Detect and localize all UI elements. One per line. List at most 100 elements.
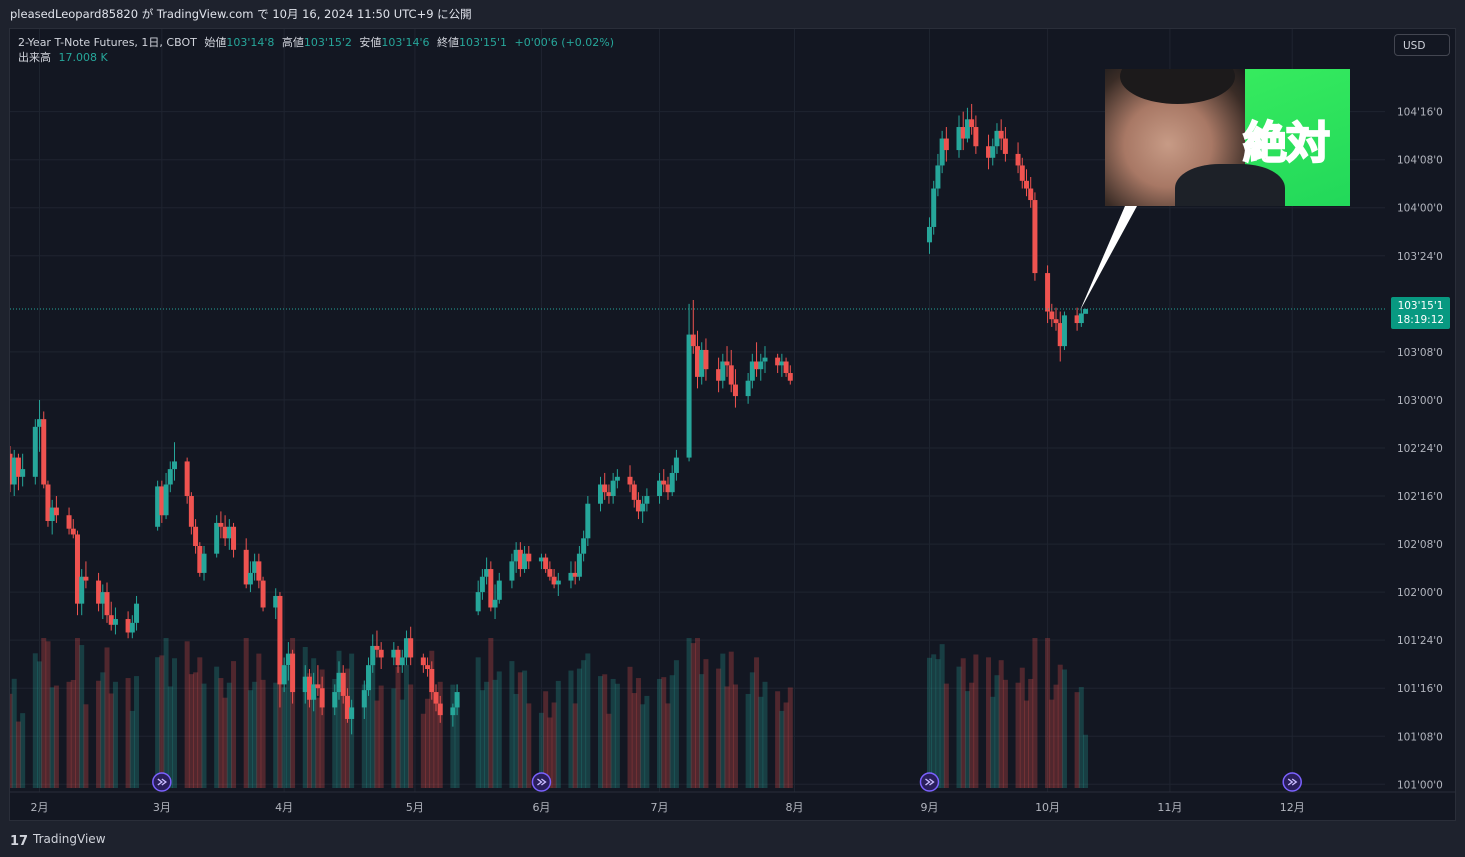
candle-body xyxy=(1023,180,1029,189)
volume-bar xyxy=(125,678,131,788)
candle-body xyxy=(155,486,161,527)
candle-body xyxy=(732,384,738,397)
volume-bar xyxy=(306,673,312,788)
footer-brand[interactable]: TradingView xyxy=(33,832,106,846)
volume-bar xyxy=(231,661,237,788)
candle-body xyxy=(243,549,249,585)
candle-body xyxy=(543,557,549,570)
y-tick-label: 101'16'0 xyxy=(1397,683,1443,695)
volume-bar xyxy=(290,638,296,788)
candle-body xyxy=(1032,200,1038,274)
footer: 17 TradingView xyxy=(0,825,1465,857)
volume-bar xyxy=(644,695,650,788)
event-marker-icon[interactable] xyxy=(1282,772,1302,792)
candle-body xyxy=(361,690,367,708)
volume-bar xyxy=(513,693,519,788)
event-marker-icon[interactable] xyxy=(919,772,940,792)
candle-body xyxy=(129,622,135,633)
chart-panel[interactable]: 101'00'0 101'08'0 101'16'0 101'24'0 102'00'0… xyxy=(9,28,1456,821)
volume-bar xyxy=(526,703,532,788)
volume-bar xyxy=(184,641,190,788)
candle-body xyxy=(602,484,608,493)
volume-bar xyxy=(699,674,705,788)
candle-body xyxy=(319,688,325,708)
volume-bar xyxy=(576,668,582,788)
candle-body xyxy=(522,553,528,570)
candle-body xyxy=(762,357,768,362)
volume-bar xyxy=(488,638,494,788)
candle-body xyxy=(159,486,165,516)
volume-bar xyxy=(775,691,781,788)
candle-body xyxy=(450,707,456,716)
x-tick-label: 8月 xyxy=(786,801,804,814)
candle-body xyxy=(488,569,494,608)
candle-body xyxy=(454,692,460,708)
candle-body xyxy=(1015,153,1021,166)
volume-bar xyxy=(568,670,574,788)
candle-body xyxy=(403,638,409,658)
candle-body xyxy=(724,361,730,366)
candle-body xyxy=(222,526,228,539)
volume-bar xyxy=(53,685,59,788)
volume-bar xyxy=(79,645,85,788)
volume-bar xyxy=(11,678,17,788)
candle-body xyxy=(635,499,641,512)
volume-bar xyxy=(614,683,620,788)
candle-body xyxy=(657,480,663,497)
candle-body xyxy=(720,361,726,381)
candlestick-chart[interactable]: 101'00'0 101'08'0 101'16'0 101'24'0 102'00'0… xyxy=(10,29,1455,820)
publish-header: pleasedLeopard85820 が TradingView.com で … xyxy=(0,0,1465,28)
candle-body xyxy=(395,649,401,666)
candle-body xyxy=(986,146,992,158)
volume-bar xyxy=(332,678,338,788)
candle-body xyxy=(517,549,523,570)
y-tick-label: 104'08'0 xyxy=(1397,155,1443,167)
candle-body xyxy=(277,595,283,685)
candle-body xyxy=(193,526,199,546)
candle-body xyxy=(1061,315,1067,347)
candle-body xyxy=(134,603,140,623)
candle-body xyxy=(728,365,734,385)
volume-bar xyxy=(159,655,165,788)
volume-bar xyxy=(395,666,401,788)
symbol-title[interactable]: 2-Year T-Note Futures, 1日, CBOT xyxy=(18,36,197,49)
candle-body xyxy=(597,484,603,504)
volume-bar xyxy=(610,678,616,788)
volume-bar xyxy=(538,712,544,788)
volume-bar xyxy=(108,693,114,788)
volume-bar xyxy=(762,681,768,788)
volume-bar xyxy=(391,688,397,788)
y-tick-label: 102'16'0 xyxy=(1397,491,1443,503)
event-marker-icon[interactable] xyxy=(152,772,172,792)
tradingview-logo-icon[interactable]: 17 xyxy=(10,834,29,849)
candle-body xyxy=(408,638,414,658)
volume-bar xyxy=(492,679,498,788)
volume-bar xyxy=(256,653,262,788)
candle-body xyxy=(969,119,975,128)
candle-body xyxy=(311,684,317,700)
volume-bar xyxy=(32,653,38,788)
volume-bar xyxy=(1023,700,1029,788)
x-tick-label: 9月 xyxy=(920,801,938,814)
candle-body xyxy=(939,138,945,166)
volume-bar xyxy=(673,660,679,788)
candle-body xyxy=(1028,188,1034,201)
volume-bar xyxy=(83,704,89,788)
candle-body xyxy=(581,538,587,554)
candle-body xyxy=(509,561,515,581)
candle-body xyxy=(125,619,131,633)
volume-bar xyxy=(994,675,1000,788)
candle-body xyxy=(83,576,89,581)
event-marker-icon[interactable] xyxy=(531,772,552,792)
volume-bar xyxy=(315,697,321,788)
candle-body xyxy=(484,569,490,577)
volume-bar xyxy=(522,670,528,788)
currency-button[interactable]: USD xyxy=(1394,34,1450,56)
volume-bar xyxy=(665,703,671,788)
volume-bar xyxy=(973,654,979,788)
candle-body xyxy=(1002,138,1008,154)
candle-body xyxy=(74,534,80,604)
volume-bar xyxy=(10,693,13,788)
volume-bar xyxy=(285,665,291,788)
volume-bar xyxy=(998,660,1004,788)
